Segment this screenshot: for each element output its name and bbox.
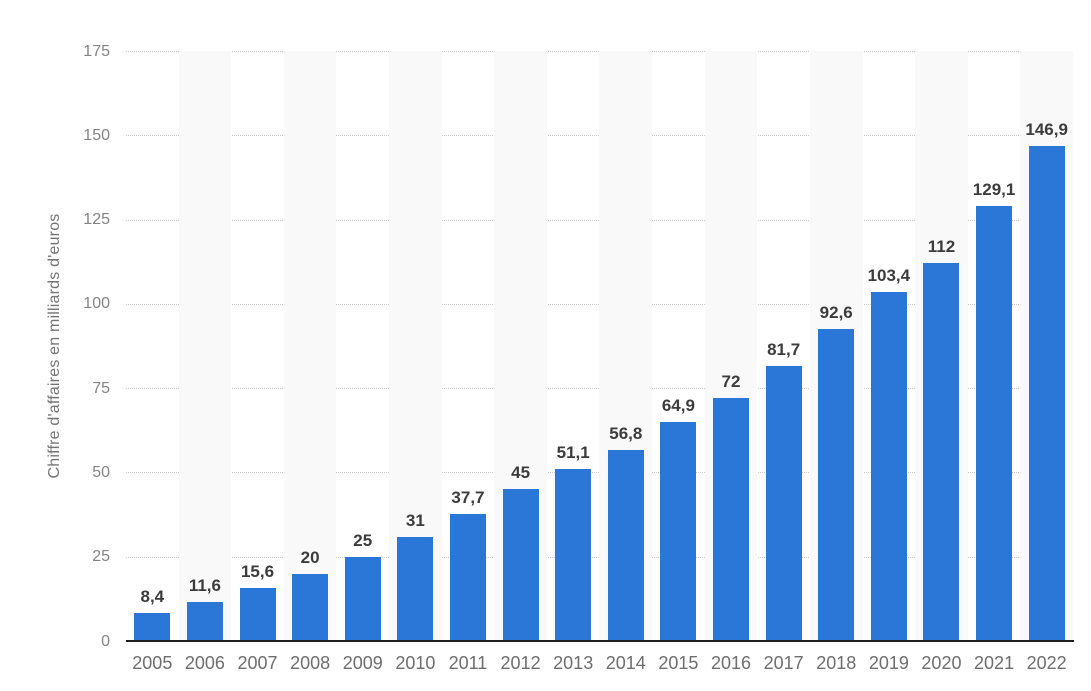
x-label-2013: 2013 [553, 653, 594, 673]
bar-2016 [713, 398, 749, 641]
x-label-2015: 2015 [658, 653, 699, 673]
value-label-2006: 11,6 [188, 575, 221, 595]
y-tick-label-100: 100 [83, 295, 110, 313]
x-label-2018: 2018 [816, 653, 857, 673]
value-label-2007: 15,6 [240, 562, 275, 582]
x-axis-line [126, 640, 1074, 642]
value-label-2017: 81,7 [767, 339, 801, 359]
x-label-2005: 2005 [132, 653, 173, 673]
column-2018: 92,6 [809, 51, 863, 641]
column-2012: 45 [494, 51, 547, 641]
bar-2020 [923, 263, 960, 641]
column-2017: 81,7 [757, 51, 810, 641]
value-label-2014: 56,8 [609, 423, 643, 443]
bar-2022 [1028, 145, 1065, 641]
y-tick-label-0: 0 [101, 632, 110, 650]
value-label-2011: 37,7 [451, 487, 485, 507]
x-label-2016: 2016 [710, 653, 752, 673]
column-2008: 20 [283, 51, 337, 641]
x-label-2014: 2014 [605, 653, 646, 673]
value-label-2008: 20 [300, 547, 320, 567]
y-tick-label-25: 25 [92, 548, 110, 566]
bar-2009 [344, 556, 381, 641]
x-label-2008: 2008 [290, 653, 331, 673]
bar-2011 [449, 513, 486, 641]
value-label-2010: 31 [405, 510, 425, 530]
x-label-2012: 2012 [500, 653, 541, 673]
bar-2008 [292, 573, 329, 641]
column-2007: 15,6 [231, 51, 284, 641]
y-tick-label-125: 125 [83, 211, 110, 229]
value-label-2019: 103,4 [867, 266, 911, 286]
column-2019: 103,4 [863, 51, 916, 641]
value-label-2021: 129,1 [972, 179, 1016, 199]
value-label-2016: 72 [721, 372, 741, 392]
bar-2012 [502, 489, 539, 641]
value-label-2022: 146,9 [1025, 119, 1068, 139]
y-tick-label-75: 75 [92, 379, 110, 397]
bar-2006 [186, 601, 223, 641]
column-2009: 25 [336, 51, 389, 641]
column-2021: 129,1 [968, 51, 1021, 641]
x-label-2020: 2020 [921, 653, 962, 673]
y-tick-label-150: 150 [83, 126, 110, 144]
column-2010: 31 [389, 51, 442, 641]
column-2006: 11,6 [178, 51, 232, 641]
column-2014: 56,8 [599, 51, 653, 641]
x-label-2007: 2007 [237, 653, 278, 673]
column-2005: 8,4 [126, 51, 179, 641]
bar-2015 [660, 422, 697, 641]
x-label-2006: 2006 [184, 653, 225, 673]
value-label-2020: 112 [927, 237, 956, 257]
bar-2014 [607, 449, 644, 641]
x-label-2010: 2010 [395, 653, 436, 673]
x-label-2017: 2017 [763, 653, 804, 673]
column-2016: 72 [704, 51, 758, 641]
bar-2010 [397, 536, 434, 641]
x-label-2011: 2011 [448, 653, 488, 673]
bar-2018 [818, 328, 855, 641]
value-label-2013: 51,1 [556, 442, 590, 462]
value-label-2009: 25 [353, 530, 373, 550]
bar-2019 [870, 292, 907, 641]
column-2020: 112 [915, 51, 968, 641]
y-tick-label-50: 50 [92, 463, 110, 481]
plot-area: 8,4 11,6 15,6 20 25 31 37,7 45 51,1 56,8 64,9 72 81,… [126, 51, 1073, 641]
x-label-2019: 2019 [868, 653, 909, 673]
value-label-2018: 92,6 [819, 302, 853, 322]
column-2015: 64,9 [652, 51, 705, 641]
bar-2007 [239, 588, 276, 641]
y-axis-title: Chiffre d'affaires en milliards d'euros [46, 213, 63, 479]
value-label-2015: 64,9 [661, 396, 695, 416]
x-label-2021: 2021 [974, 653, 1015, 673]
bar-2017 [765, 365, 802, 641]
x-label-2022: 2022 [1026, 653, 1067, 673]
x-axis-category-labels: 2005 2006 2007 2008 2009 2010 2011 2012 2013 2014… [126, 652, 1073, 674]
value-label-2012: 45 [511, 463, 531, 483]
bar-2013 [555, 468, 592, 641]
bar-2005 [134, 612, 171, 641]
column-2022: 146,9 [1020, 51, 1073, 641]
bar-columns: 8,4 11,6 15,6 20 25 31 37,7 45 51,1 56,8 64,9 72 81,… [126, 51, 1073, 641]
x-label-2009: 2009 [342, 653, 383, 673]
bar-2021 [976, 205, 1013, 641]
value-label-2005: 8,4 [140, 586, 165, 606]
column-2013: 51,1 [547, 51, 600, 641]
y-tick-label-175: 175 [83, 42, 110, 60]
column-2011: 37,7 [442, 51, 495, 641]
